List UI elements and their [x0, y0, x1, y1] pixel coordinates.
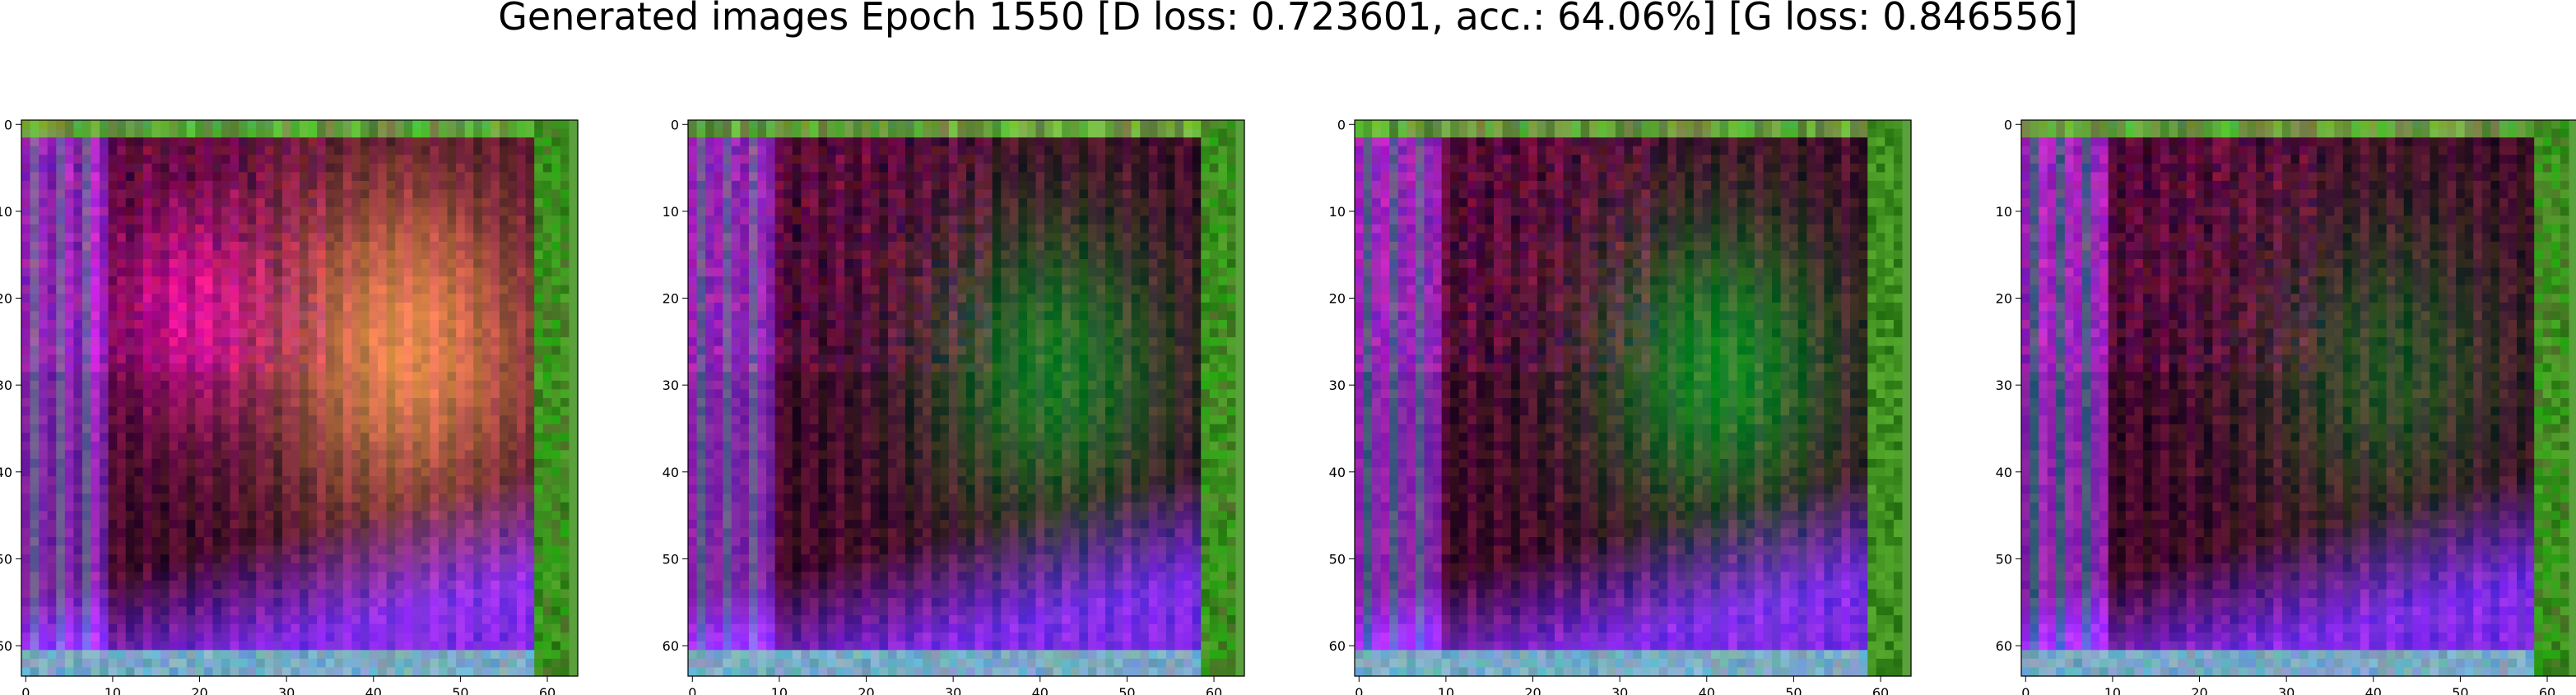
y-tick-label: 30 — [1996, 378, 2012, 393]
y-tick-label: 0 — [2004, 117, 2012, 132]
x-tick-label: 20 — [858, 685, 874, 695]
axes-frame — [1354, 119, 1912, 677]
x-tick-label: 30 — [278, 685, 295, 695]
y-tick-label: 20 — [663, 291, 679, 307]
y-tick-label: 60 — [1996, 638, 2012, 654]
y-tick-label: 60 — [663, 638, 679, 654]
x-tick-label: 20 — [1524, 685, 1541, 695]
x-tick-label: 60 — [1872, 685, 1889, 695]
x-tick-label: 10 — [1438, 685, 1454, 695]
y-tick-label: 10 — [663, 204, 679, 220]
x-tick-label: 40 — [365, 685, 382, 695]
x-tick-label: 50 — [2452, 685, 2468, 695]
x-tick-label: 0 — [688, 685, 696, 695]
x-tick-label: 50 — [1785, 685, 1802, 695]
y-tick-label: 20 — [0, 291, 12, 307]
y-tick-label: 10 — [0, 204, 12, 220]
x-tick-label: 30 — [2278, 685, 2295, 695]
y-tick-label: 40 — [1329, 465, 1346, 480]
axes-frame — [2020, 119, 2576, 677]
x-tick-label: 50 — [1118, 685, 1135, 695]
x-tick-label: 0 — [1355, 685, 1363, 695]
x-tick-label: 10 — [771, 685, 788, 695]
y-tick-label: 30 — [0, 378, 12, 393]
x-tick-label: 0 — [21, 685, 30, 695]
y-tick-label: 40 — [1996, 465, 2012, 480]
x-tick-label: 50 — [452, 685, 468, 695]
y-tick-label: 30 — [663, 378, 679, 393]
image-panel: 0 10 20 30 40 50 60 0 10 20 30 40 50 60 — [1996, 117, 2576, 695]
y-tick-label: 50 — [1996, 551, 2012, 567]
y-tick-label: 10 — [1329, 204, 1346, 220]
x-tick-label: 40 — [2365, 685, 2382, 695]
x-tick-label: 60 — [539, 685, 556, 695]
y-tick-label: 20 — [1996, 291, 2012, 307]
generated-image — [2021, 120, 2576, 677]
x-tick-label: 40 — [1032, 685, 1049, 695]
y-tick-label: 40 — [0, 465, 12, 480]
x-tick-label: 10 — [105, 685, 121, 695]
y-tick-label: 20 — [1329, 291, 1346, 307]
figure-title: Generated images Epoch 1550 [D loss: 0.7… — [498, 0, 2078, 39]
y-tick-label: 40 — [663, 465, 679, 480]
x-tick-label: 20 — [2191, 685, 2207, 695]
x-tick-label: 30 — [945, 685, 961, 695]
generated-image — [688, 120, 1245, 677]
y-tick-label: 0 — [671, 117, 679, 132]
x-tick-label: 40 — [1699, 685, 1715, 695]
x-tick-label: 20 — [191, 685, 207, 695]
y-tick-label: 0 — [4, 117, 12, 132]
y-tick-label: 60 — [0, 638, 12, 654]
y-tick-label: 50 — [0, 551, 12, 567]
generated-image — [1355, 120, 1912, 677]
generated-image — [21, 120, 579, 677]
y-tick-label: 60 — [1329, 638, 1346, 654]
y-tick-label: 50 — [663, 551, 679, 567]
x-tick-label: 0 — [2021, 685, 2030, 695]
image-panel: 0 10 20 30 40 50 60 0 10 20 30 40 50 60 — [0, 117, 579, 695]
y-tick-label: 0 — [1337, 117, 1346, 132]
image-panel: 0 10 20 30 40 50 60 0 10 20 30 40 50 60 — [663, 117, 1245, 695]
x-tick-label: 60 — [2539, 685, 2555, 695]
y-tick-label: 10 — [1996, 204, 2012, 220]
axes-frame — [21, 119, 579, 677]
x-tick-label: 60 — [1206, 685, 1222, 695]
axes-frame — [687, 119, 1245, 677]
y-tick-label: 50 — [1329, 551, 1346, 567]
x-tick-label: 30 — [1611, 685, 1628, 695]
y-tick-label: 30 — [1329, 378, 1346, 393]
image-panel: 0 10 20 30 40 50 60 0 10 20 30 40 50 60 — [1329, 117, 1912, 695]
x-tick-label: 10 — [2104, 685, 2121, 695]
